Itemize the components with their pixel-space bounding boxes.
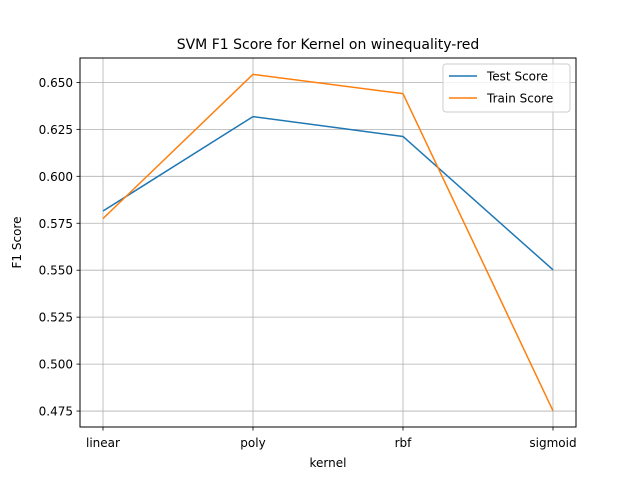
- x-tick-label: sigmoid: [529, 436, 576, 450]
- legend: Test Score Train Score: [442, 63, 571, 113]
- chart-title: SVM F1 Score for Kernel on winequality-r…: [177, 37, 480, 53]
- plot-frame: [79, 57, 577, 428]
- x-axis-label: kernel: [310, 456, 347, 470]
- x-tick-label: rbf: [395, 436, 413, 450]
- y-tick-label: 0.625: [39, 123, 73, 137]
- series-lines: [102, 73, 554, 412]
- y-tick-label: 0.550: [39, 264, 73, 278]
- series-line-train-score: [102, 73, 554, 412]
- axis-ticks: linear poly rbf sigmoid 0.475 0.500 0.525 0.550…: [39, 76, 577, 450]
- y-tick-label: 0.575: [39, 217, 73, 231]
- y-tick-label: 0.650: [39, 76, 73, 90]
- y-axis-label: F1 Score: [10, 217, 24, 269]
- legend-entry: Test Score: [486, 70, 548, 84]
- y-tick-label: 0.500: [39, 358, 73, 372]
- grid: [80, 58, 576, 427]
- x-tick-label: linear: [86, 436, 120, 450]
- x-tick-label: poly: [240, 436, 265, 450]
- y-tick-label: 0.475: [39, 405, 73, 419]
- legend-entry: Train Score: [486, 92, 553, 106]
- y-tick-label: 0.600: [39, 170, 73, 184]
- series-line-test-score: [102, 115, 554, 271]
- y-tick-label: 0.525: [39, 311, 73, 325]
